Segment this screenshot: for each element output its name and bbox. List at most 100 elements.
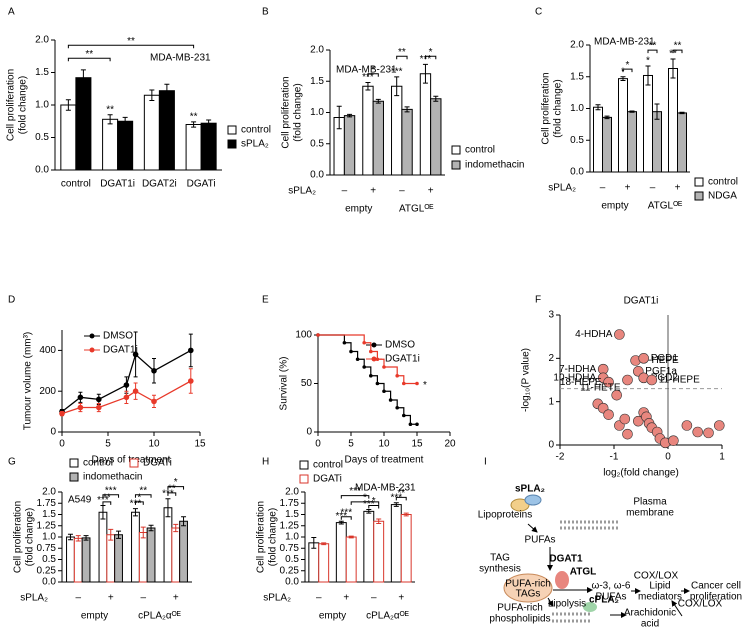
legend-label: DMSO	[103, 331, 133, 342]
legend-label: control	[708, 177, 738, 188]
x-tick-label: –	[371, 593, 377, 604]
point-label: PGF1a	[645, 366, 677, 377]
marker	[355, 357, 360, 362]
marker	[59, 410, 65, 417]
legend-swatch	[69, 458, 79, 468]
x-tick-label: –	[75, 593, 81, 604]
x-tick-label: +	[675, 183, 681, 194]
point	[603, 409, 614, 420]
bracket-label: ***	[340, 507, 352, 518]
bracket-label: *	[363, 493, 367, 504]
bracket-label: **	[139, 485, 147, 496]
diagram-label: ω-3, ω-6	[592, 581, 631, 592]
bracket-label: **	[85, 49, 93, 60]
point	[603, 376, 614, 388]
point-label: 10-HDHA	[553, 372, 596, 383]
bracket-label: **	[103, 493, 111, 504]
panel-label: B	[262, 7, 269, 18]
bar	[117, 120, 134, 171]
bar	[391, 85, 403, 176]
diagram-shapes	[503, 494, 690, 623]
y-tick-label: 1	[548, 396, 554, 407]
x-tick-label: +	[108, 593, 114, 604]
bar	[677, 112, 687, 173]
bracket	[368, 505, 380, 509]
y-axis-label: Cell proliferation	[6, 69, 17, 141]
y-tick-label: 2.0	[35, 35, 49, 46]
bar	[158, 90, 175, 171]
legend-marker	[89, 333, 95, 339]
bar	[390, 504, 402, 583]
x-tick-label: 10	[378, 439, 390, 450]
tag-droplet	[503, 573, 553, 603]
point	[632, 415, 644, 427]
y-tick-label: 0.0	[285, 577, 299, 588]
spla2-icon	[524, 494, 542, 506]
significance: ***	[420, 54, 432, 65]
marker	[395, 405, 400, 410]
x-tick-label: 0	[315, 439, 321, 450]
legend-label: DGAT1i	[385, 354, 420, 365]
y-tick-label: 0.0	[42, 577, 56, 588]
error-bar	[165, 498, 171, 518]
bar	[75, 77, 92, 171]
bracket	[622, 68, 633, 73]
error-bar	[181, 516, 187, 527]
legend-marker	[89, 347, 95, 353]
bar	[668, 67, 678, 173]
legend-swatch	[299, 474, 309, 484]
y-tick-label: 0.75	[37, 543, 57, 554]
marker	[96, 396, 102, 403]
point	[638, 353, 650, 364]
x-tick-label: 10	[148, 439, 160, 450]
x-tick-label: –	[600, 183, 606, 194]
diagram-label: Cancer cell	[691, 581, 741, 592]
error-bar	[620, 76, 626, 82]
error-bar	[206, 119, 212, 127]
y-tick-label: 1.5	[42, 509, 56, 520]
bracket-label: *	[137, 493, 141, 504]
bar	[98, 511, 108, 583]
y-tick-label: 50	[301, 378, 313, 389]
error-bar	[604, 115, 610, 120]
x-tick-label: +	[173, 593, 179, 604]
panel-label: F	[535, 295, 541, 306]
diagram-label: PUFA-rich	[505, 579, 551, 590]
marker	[349, 349, 353, 354]
legend-swatch	[451, 145, 461, 155]
x-tick-label: 15	[411, 439, 423, 450]
group-label: ATGLᴼᴱ	[648, 201, 683, 212]
diagram-label: mediators	[638, 592, 682, 603]
bracket-label: *	[372, 496, 376, 507]
legend-label: DGATi	[313, 474, 342, 485]
marker	[316, 333, 320, 337]
error-bar	[149, 89, 155, 101]
legend-label: control	[83, 458, 113, 469]
point-label: 11-HEPE	[659, 375, 700, 386]
marker	[123, 394, 130, 401]
point	[713, 420, 725, 431]
x-tick-label: –	[342, 186, 348, 197]
y-tick-label: 1.5	[285, 509, 299, 520]
y-tick-label: 1.25	[280, 520, 300, 531]
marker	[362, 340, 367, 345]
error-bar	[393, 502, 399, 507]
diagram-label: synthesis	[479, 564, 521, 575]
error-bar	[348, 535, 354, 539]
significance: **	[669, 49, 677, 60]
y-tick-label: 2.0	[42, 487, 56, 498]
diagram-label: cPLA₂	[589, 595, 619, 606]
error-bar	[321, 542, 327, 546]
diagram-label: PUFA-rich	[497, 603, 543, 614]
error-bar	[347, 113, 353, 118]
x-tick-label: DGAT2i	[142, 179, 177, 190]
panel-label: D	[8, 295, 15, 306]
bar	[171, 527, 181, 583]
bar	[419, 73, 432, 176]
marker	[342, 340, 347, 345]
marker	[369, 349, 373, 354]
error-bar	[191, 121, 197, 128]
bar	[114, 534, 123, 583]
y-tick-label: 2	[548, 353, 554, 364]
diagram-label: Arachidonic	[624, 608, 676, 619]
